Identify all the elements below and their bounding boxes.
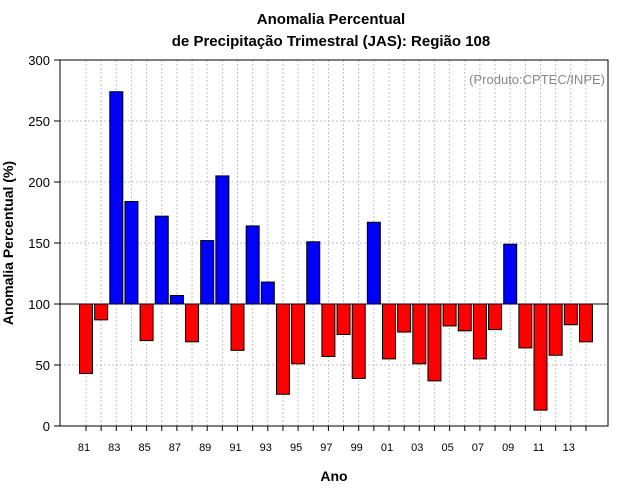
x-tick-label: 07 — [472, 442, 484, 454]
bar-1995 — [291, 303, 306, 365]
bars — [79, 91, 593, 411]
bar-2003 — [412, 303, 427, 365]
y-tick-label: 150 — [28, 236, 50, 251]
bar-2012 — [548, 303, 563, 356]
bar-1981 — [79, 303, 93, 375]
x-tick-label: 09 — [502, 442, 514, 454]
bar-1986 — [154, 215, 169, 305]
bar-1993 — [260, 281, 275, 305]
bar-1990 — [215, 175, 230, 305]
bar-1987 — [169, 294, 184, 305]
bar-2002 — [397, 303, 412, 333]
bar-1989 — [200, 240, 215, 305]
grid-lines — [60, 60, 608, 426]
bar-1983 — [109, 91, 124, 305]
x-tick-label: 97 — [320, 442, 332, 454]
bar-2013 — [563, 303, 578, 326]
y-tick-label: 100 — [28, 297, 50, 312]
x-tick-label: 89 — [199, 442, 211, 454]
y-tick-label: 0 — [43, 419, 50, 434]
bar-1988 — [185, 303, 200, 343]
x-tick-label: 11 — [533, 442, 544, 454]
bar-1996 — [306, 241, 321, 305]
x-tick-label: 83 — [108, 442, 120, 454]
chart-title-line2: de Precipitação Trimestral (JAS): Região… — [172, 33, 490, 50]
bar-2006 — [457, 303, 472, 332]
bar-1998 — [336, 303, 351, 335]
bar-2014 — [578, 303, 593, 343]
bar-2000 — [366, 221, 381, 305]
x-tick-label: 87 — [169, 442, 181, 454]
bar-2001 — [382, 303, 396, 360]
bar-1984 — [124, 201, 139, 305]
x-tick-label: 95 — [290, 442, 302, 454]
y-tick-label: 200 — [28, 175, 50, 190]
x-tick-label: 05 — [441, 442, 453, 454]
bar-2005 — [442, 303, 457, 327]
bar-1991 — [230, 303, 245, 351]
x-tick-label: 81 — [78, 442, 90, 454]
bar-1992 — [245, 225, 260, 305]
x-tick-label: 99 — [351, 442, 363, 454]
bar-1997 — [321, 303, 336, 357]
bar-2011 — [533, 303, 548, 411]
x-tick-label: 93 — [260, 442, 272, 454]
x-tick-label: 03 — [411, 442, 423, 454]
x-axis-label: Ano — [320, 468, 347, 484]
bar-2004 — [427, 303, 442, 382]
y-tick-label: 50 — [36, 358, 50, 373]
x-tick-label: 01 — [381, 442, 393, 454]
y-tick-label: 300 — [28, 53, 50, 68]
x-tick-label: 13 — [563, 442, 575, 454]
x-tick-label: 91 — [229, 442, 241, 454]
x-tick-label: 85 — [138, 442, 150, 454]
y-tick-label: 250 — [28, 114, 50, 129]
bar-1999 — [351, 303, 366, 379]
chart-title-line1: Anomalia Percentual — [257, 11, 405, 28]
bar-1985 — [139, 303, 154, 342]
bar-2009 — [503, 243, 518, 305]
credit-label: (Produto:CPTEC/INPE) — [469, 72, 605, 87]
bar-1994 — [275, 303, 290, 395]
y-axis-label: Anomalia Percentual (%) — [0, 161, 16, 325]
bar-2007 — [472, 303, 487, 360]
bar-2008 — [488, 303, 503, 331]
bar-1982 — [94, 303, 109, 321]
bar-2010 — [518, 303, 533, 349]
